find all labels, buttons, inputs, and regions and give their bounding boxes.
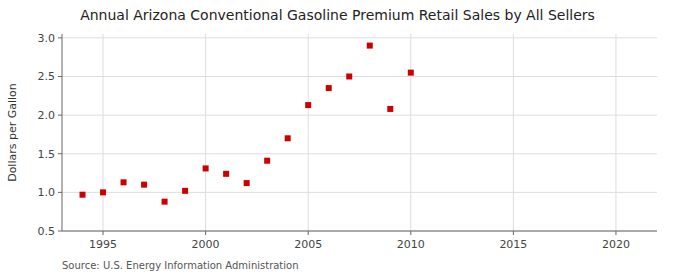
point — [182, 188, 188, 194]
y-tick — [58, 153, 62, 154]
y-grid-line — [62, 76, 657, 77]
chart-title: Annual Arizona Conventional Gasoline Pre… — [80, 7, 595, 23]
y-grid-line — [62, 231, 657, 232]
x-tick — [410, 231, 411, 235]
point — [141, 182, 147, 188]
point — [100, 189, 106, 195]
y-axis-line — [62, 34, 63, 231]
x-grid-line — [410, 34, 411, 231]
y-tick-label: 2.0 — [38, 109, 56, 122]
point — [121, 179, 127, 185]
point — [162, 199, 168, 205]
x-tick — [103, 231, 104, 235]
x-tick-label: 2000 — [192, 238, 220, 251]
point — [346, 73, 352, 79]
y-tick — [58, 192, 62, 193]
point — [305, 102, 311, 108]
x-tick-label: 2005 — [294, 238, 322, 251]
point — [326, 85, 332, 91]
point — [80, 192, 86, 198]
y-grid-line — [62, 37, 657, 38]
y-tick — [58, 37, 62, 38]
x-tick — [205, 231, 206, 235]
x-grid-line — [615, 34, 616, 231]
x-grid-line — [103, 34, 104, 231]
y-tick — [58, 115, 62, 116]
x-tick — [308, 231, 309, 235]
x-tick-label: 2010 — [397, 238, 425, 251]
x-grid-line — [205, 34, 206, 231]
y-grid-line — [62, 115, 657, 116]
y-axis-label: Dollars per Gallon — [6, 83, 19, 182]
x-grid-line — [308, 34, 309, 231]
y-tick-label: 1.5 — [38, 148, 56, 161]
x-grid-line — [513, 34, 514, 231]
x-tick-label: 2015 — [499, 238, 527, 251]
source-note: Source: U.S. Energy Information Administ… — [62, 260, 299, 271]
x-tick — [615, 231, 616, 235]
x-tick-label: 2020 — [602, 238, 630, 251]
y-tick — [58, 231, 62, 232]
y-tick-label: 0.5 — [38, 225, 56, 238]
point — [408, 70, 414, 76]
y-tick-label: 1.0 — [38, 186, 56, 199]
points — [80, 43, 414, 205]
point — [244, 180, 250, 186]
chart-svg: Annual Arizona Conventional Gasoline Pre… — [0, 0, 675, 275]
y-tick — [58, 76, 62, 77]
point — [367, 43, 373, 49]
chart-container: Annual Arizona Conventional Gasoline Pre… — [0, 0, 675, 275]
grid — [62, 34, 657, 231]
axes: 0.5 1.0 1.5 2.0 2.5 3.0 1995 2000 2005 2010 2015 20… — [38, 32, 658, 251]
y-grid-line — [62, 153, 657, 154]
x-tick — [513, 231, 514, 235]
x-tick-label: 1995 — [89, 238, 117, 251]
y-tick-label: 2.5 — [38, 70, 56, 83]
x-axis-line — [62, 231, 657, 232]
point — [223, 171, 229, 177]
point — [387, 106, 393, 112]
y-grid-line — [62, 192, 657, 193]
point — [203, 165, 209, 171]
y-tick-label: 3.0 — [38, 32, 56, 45]
point — [285, 135, 291, 141]
point — [264, 158, 270, 164]
